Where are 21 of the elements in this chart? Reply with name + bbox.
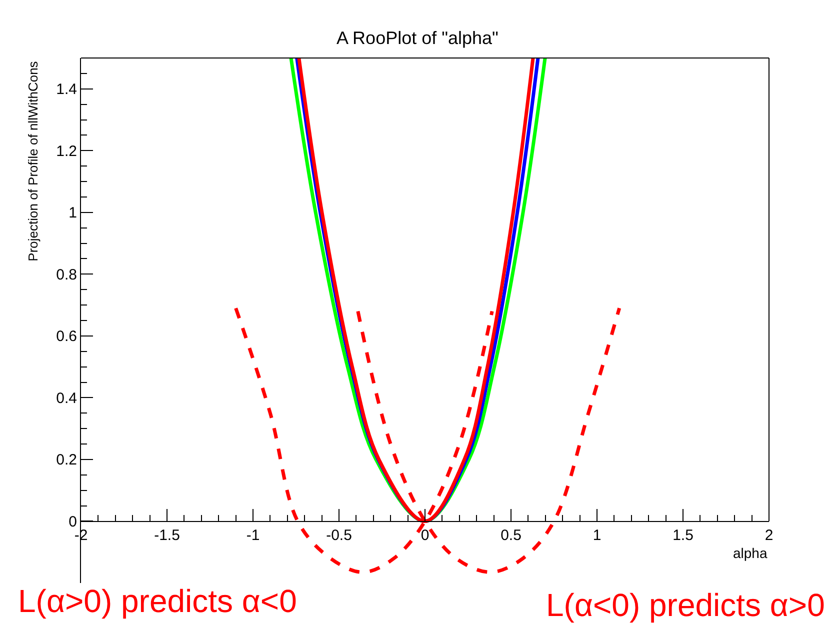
x-tick-label: 0.5 [500,527,522,544]
y-axis-title: Projection of Profile of nllWithCons [25,60,40,262]
y-tick-label: 0.2 [56,452,77,469]
y-tick-label: 1.2 [56,142,77,160]
x-tick-label: -1 [246,527,260,544]
y-tick-label: 0.8 [56,266,77,284]
x-tick-label: -0.5 [326,527,352,544]
y-tick-label: 0 [68,513,77,530]
text: L(α<0) predicts α>0 [546,587,825,623]
x-tick-label: 0 [420,527,430,544]
annotation: L(α>0) predicts α<0 [18,583,297,619]
x-tick-label: 2 [764,527,774,544]
y-tick-label: 1 [68,204,77,222]
chart-title: A RooPlot of "alpha" [336,28,498,48]
x-axis-title: alpha [733,545,768,561]
y-tick-label: 0.6 [56,328,77,346]
y-tick-label: 0.4 [56,390,77,407]
y-tick-label: 1.4 [56,81,77,98]
x-tick-label: 1.5 [672,527,694,544]
x-tick-label: -1.5 [154,527,180,544]
x-tick-label: 1 [592,527,602,544]
